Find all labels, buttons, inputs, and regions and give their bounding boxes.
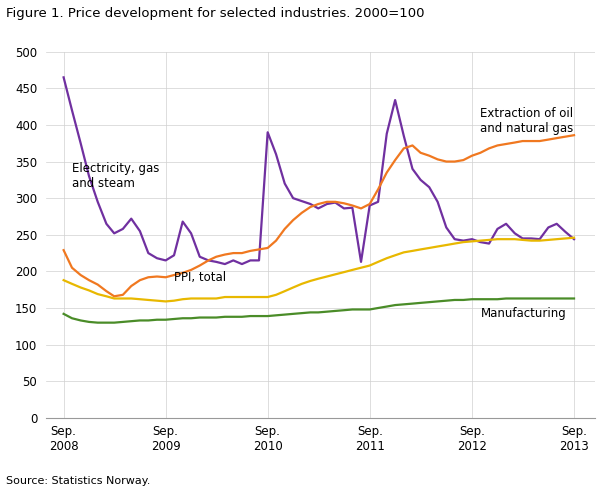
Text: PPI, total: PPI, total	[174, 271, 226, 285]
Text: Source: Statistics Norway.: Source: Statistics Norway.	[6, 476, 151, 486]
Text: Extraction of oil
and natural gas: Extraction of oil and natural gas	[481, 107, 573, 135]
Text: Figure 1. Price development for selected industries. 2000=100: Figure 1. Price development for selected…	[6, 7, 425, 20]
Text: Manufacturing: Manufacturing	[481, 306, 566, 320]
Text: Electricity, gas
and steam: Electricity, gas and steam	[72, 162, 159, 189]
